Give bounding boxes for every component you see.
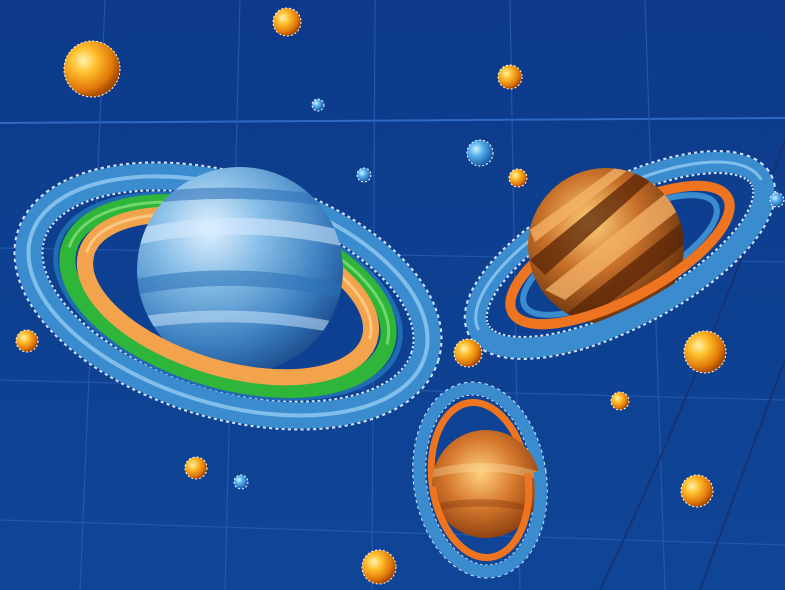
blue-sphere — [466, 139, 494, 167]
orange-sphere — [15, 329, 39, 353]
orange-sphere — [184, 456, 208, 480]
orange-sphere — [610, 391, 630, 411]
orange-sphere — [683, 330, 727, 374]
blue-sphere — [769, 192, 785, 208]
orange-spheres — [15, 7, 727, 585]
large-blue-ringed-planet — [13, 161, 443, 431]
orange-sphere — [508, 168, 528, 188]
small-orange-ringed-planet — [412, 381, 548, 579]
orange-sphere — [680, 474, 714, 508]
blue-sphere — [233, 474, 249, 490]
striped-brown-ringed-planet — [463, 150, 777, 360]
blue-sphere — [311, 98, 325, 112]
orange-sphere — [63, 40, 121, 98]
orange-sphere — [453, 338, 483, 368]
blue-sphere — [356, 167, 372, 183]
blue-spheres — [233, 98, 785, 490]
orange-sphere — [497, 64, 523, 90]
orange-sphere — [272, 7, 302, 37]
orange-sphere — [361, 549, 397, 585]
